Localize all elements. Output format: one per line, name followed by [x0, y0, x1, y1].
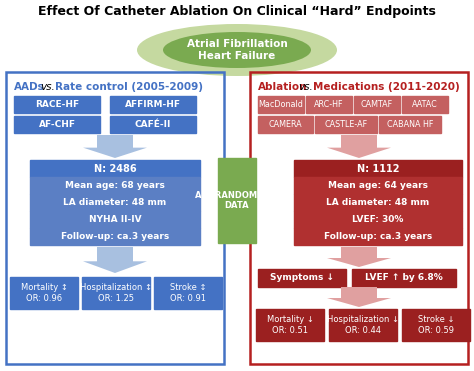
Bar	[30, 160, 200, 177]
Text: N: 1112: N: 1112	[357, 164, 399, 174]
Bar	[110, 116, 196, 133]
Bar	[218, 158, 256, 243]
Text: Medications (2011-2020): Medications (2011-2020)	[313, 82, 460, 92]
Bar	[294, 228, 462, 245]
Bar	[30, 228, 200, 245]
Text: Stroke ↕
OR: 0.91: Stroke ↕ OR: 0.91	[170, 283, 206, 303]
Text: Follow-up: ca.3 years: Follow-up: ca.3 years	[324, 232, 432, 241]
Polygon shape	[327, 287, 391, 307]
Bar	[258, 116, 313, 133]
Text: Mean age: 68 years: Mean age: 68 years	[65, 181, 165, 190]
Bar	[30, 211, 200, 228]
Text: Hospitalization ↓
OR: 0.44: Hospitalization ↓ OR: 0.44	[327, 315, 399, 335]
Bar	[110, 96, 196, 113]
Bar	[82, 277, 150, 309]
Text: CAFÉ-II: CAFÉ-II	[135, 120, 171, 129]
Text: LA diameter: 48 mm: LA diameter: 48 mm	[64, 198, 167, 207]
Bar	[354, 96, 400, 113]
Bar	[256, 309, 324, 341]
Bar	[306, 96, 352, 113]
Text: NYHA II-IV: NYHA II-IV	[89, 215, 141, 224]
Text: Mortality ↓
OR: 0.51: Mortality ↓ OR: 0.51	[266, 315, 313, 335]
Bar	[30, 177, 200, 194]
Text: Effect Of Catheter Ablation On Clinical “Hard” Endpoints: Effect Of Catheter Ablation On Clinical …	[38, 6, 436, 19]
Text: AATAC: AATAC	[412, 100, 438, 109]
Text: vs.: vs.	[40, 82, 55, 92]
Text: CABANA HF: CABANA HF	[387, 120, 433, 129]
Bar	[6, 72, 224, 364]
Bar	[315, 116, 377, 133]
Text: LA diameter: 48 mm: LA diameter: 48 mm	[327, 198, 429, 207]
Text: Mortality ↕
OR: 0.96: Mortality ↕ OR: 0.96	[20, 283, 67, 303]
Text: N: 2486: N: 2486	[94, 164, 137, 174]
Text: Atrial Fibrillation
Heart Failure: Atrial Fibrillation Heart Failure	[187, 39, 287, 61]
Text: Stroke ↓
OR: 0.59: Stroke ↓ OR: 0.59	[418, 315, 454, 335]
Text: Hospitalization ↕
OR: 1.25: Hospitalization ↕ OR: 1.25	[80, 283, 152, 303]
Bar	[258, 269, 346, 287]
Text: CAMTAF: CAMTAF	[361, 100, 393, 109]
Text: AADs: AADs	[14, 82, 45, 92]
Bar	[30, 194, 200, 211]
Bar	[10, 277, 78, 309]
Text: RACE-HF: RACE-HF	[35, 100, 79, 109]
Polygon shape	[83, 247, 147, 273]
Bar	[258, 96, 304, 113]
Bar	[294, 177, 462, 194]
Bar	[294, 194, 462, 211]
Polygon shape	[83, 135, 147, 158]
Text: LVEF: 30%: LVEF: 30%	[352, 215, 404, 224]
Text: LVEF ↑ by 6.8%: LVEF ↑ by 6.8%	[365, 273, 443, 282]
Bar	[294, 160, 462, 177]
Text: Follow-up: ca.3 years: Follow-up: ca.3 years	[61, 232, 169, 241]
Text: vs.: vs.	[298, 82, 313, 92]
Polygon shape	[327, 247, 391, 267]
Bar	[154, 277, 222, 309]
Text: Rate control (2005-2009): Rate control (2005-2009)	[55, 82, 203, 92]
Polygon shape	[327, 135, 391, 158]
Bar	[329, 309, 397, 341]
Text: CASTLE-AF: CASTLE-AF	[324, 120, 367, 129]
Text: AF-CHF: AF-CHF	[38, 120, 75, 129]
Bar	[14, 116, 100, 133]
Text: ALL RANDOMIZED
DATA: ALL RANDOMIZED DATA	[195, 191, 279, 210]
Bar	[352, 269, 456, 287]
Bar	[402, 309, 470, 341]
Text: Mean age: 64 years: Mean age: 64 years	[328, 181, 428, 190]
Text: MacDonald: MacDonald	[258, 100, 303, 109]
Text: ARC-HF: ARC-HF	[314, 100, 344, 109]
Text: CAMERA: CAMERA	[269, 120, 302, 129]
Ellipse shape	[163, 32, 311, 68]
Text: Ablation: Ablation	[258, 82, 308, 92]
Text: AFFIRM-HF: AFFIRM-HF	[125, 100, 181, 109]
Bar	[379, 116, 441, 133]
Bar	[14, 96, 100, 113]
Ellipse shape	[137, 24, 337, 76]
Bar	[250, 72, 468, 364]
Bar	[402, 96, 448, 113]
Bar	[294, 211, 462, 228]
Text: Symptoms ↓: Symptoms ↓	[270, 273, 334, 282]
